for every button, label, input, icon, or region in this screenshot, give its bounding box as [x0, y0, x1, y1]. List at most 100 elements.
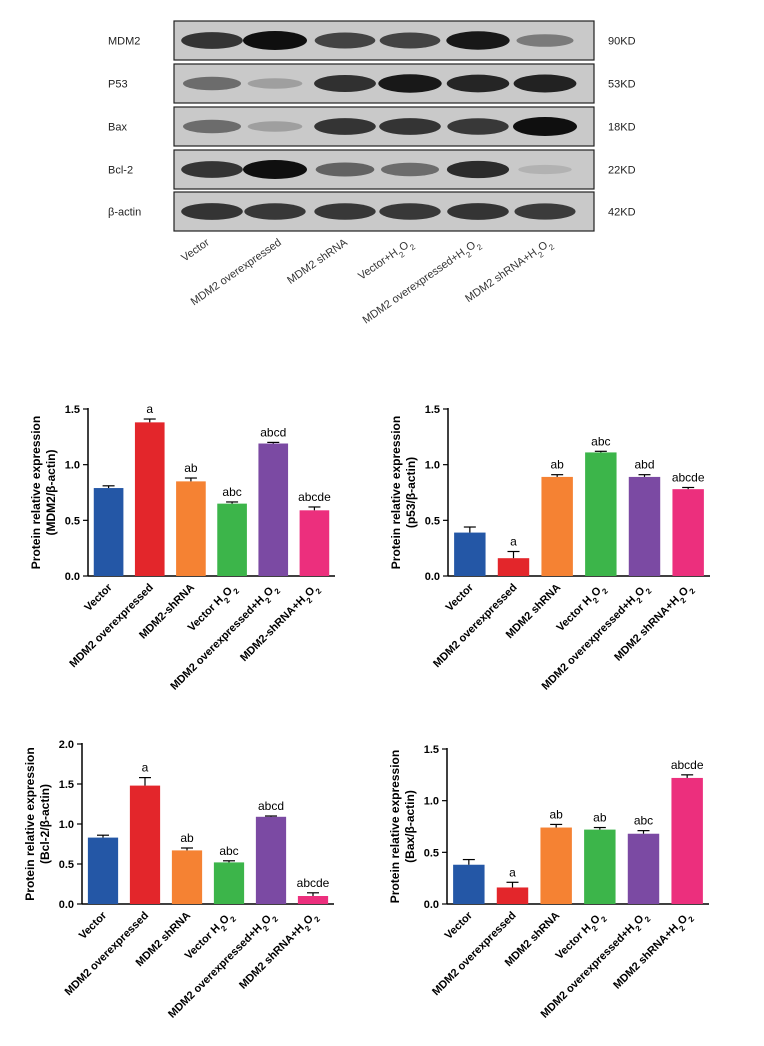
- blot-band: [181, 32, 243, 49]
- blot-band: [244, 203, 306, 220]
- blot-size-label: 42KD: [608, 207, 636, 219]
- bar: [297, 896, 329, 904]
- bar: [585, 452, 617, 576]
- y-tick-label: 1.5: [425, 404, 440, 416]
- blot-band: [183, 76, 241, 91]
- blot-band: [447, 118, 509, 135]
- significance-label: abc: [222, 485, 241, 499]
- p53-expression-chart: 0.0 0.5 1.0 1.5 Protein relative expression(…: [389, 404, 710, 693]
- blot-band: [378, 74, 442, 93]
- blot-lane-label: Vector+H2O2: [356, 236, 417, 285]
- y-tick-label: 0.0: [425, 571, 440, 583]
- bar: [299, 510, 330, 576]
- x-tick-label: MDM2 overexpressed: [431, 582, 519, 670]
- bar: [453, 864, 485, 904]
- bar: [496, 887, 529, 904]
- bax-expression-chart: 0.0 0.5 1.0 1.5 Protein relative expression(…: [388, 744, 709, 1021]
- bar: [217, 503, 247, 576]
- bar: [540, 827, 572, 904]
- blot-size-label: 22KD: [608, 165, 636, 177]
- blot-band: [181, 203, 243, 220]
- y-tick-label: 1.5: [424, 744, 439, 756]
- significance-label: abcde: [297, 876, 330, 890]
- blot-protein-label: Bax: [108, 122, 127, 134]
- significance-label: abd: [634, 458, 654, 472]
- y-tick-label: 1.0: [65, 460, 80, 472]
- blot-band: [513, 117, 577, 136]
- y-tick-label: 1.5: [65, 404, 80, 416]
- significance-label: abcde: [671, 758, 704, 772]
- bar: [628, 476, 661, 576]
- significance-label: abc: [591, 434, 610, 448]
- blot-band: [447, 203, 509, 220]
- bar: [258, 443, 289, 576]
- x-tick-label: MDM2 shRNA+H2O2: [612, 581, 697, 666]
- bar: [255, 816, 287, 904]
- blot-row-1: [173, 63, 595, 104]
- bar: [176, 481, 206, 576]
- significance-label: ab: [593, 811, 607, 825]
- significance-label: abcde: [672, 470, 705, 484]
- blot-row-0: [173, 20, 595, 61]
- significance-label: abcd: [260, 425, 286, 439]
- y-axis-label: Protein relative expression: [29, 416, 43, 569]
- x-tick-label: MDM2 overexpressed: [63, 910, 151, 998]
- blot-row-3: [173, 149, 595, 190]
- bar: [497, 558, 530, 576]
- blot-lane-label: MDM2 shRNA: [285, 236, 350, 287]
- x-tick-label: Vector: [443, 909, 476, 942]
- significance-label: abc: [634, 814, 653, 828]
- blot-size-label: 53KD: [608, 79, 636, 91]
- x-tick-label: MDM2-shRNA+H2O2: [238, 581, 323, 666]
- blot-band: [446, 31, 510, 50]
- y-axis-label: Protein relative expression: [388, 750, 402, 903]
- y-tick-label: 2.0: [59, 739, 74, 751]
- blot-band: [247, 78, 303, 89]
- x-tick-label: MDM2 overexpressed: [430, 910, 518, 998]
- blot-band: [315, 162, 375, 177]
- x-tick-label: MDM2 overexpressed: [67, 582, 155, 670]
- bar: [129, 785, 161, 904]
- blot-band: [518, 164, 572, 175]
- y-axis-label: (p53/β-actin): [404, 457, 418, 528]
- significance-label: a: [146, 402, 153, 416]
- blot-band: [314, 118, 376, 135]
- blot-band: [514, 203, 576, 220]
- blot-band: [314, 203, 376, 220]
- y-tick-label: 0.0: [59, 899, 74, 911]
- western-blot-panel: MDM2 90KD P53 53KD Bax 18KD Bcl-2 22KD β-actin 42…: [108, 20, 636, 329]
- bar: [171, 850, 203, 904]
- y-tick-label: 0.0: [65, 571, 80, 583]
- y-tick-label: 0.5: [424, 847, 439, 859]
- significance-label: abcd: [258, 799, 284, 813]
- significance-label: ab: [184, 461, 198, 475]
- blot-size-label: 90KD: [608, 36, 636, 48]
- significance-label: a: [510, 535, 517, 549]
- blot-band: [446, 160, 510, 179]
- bar: [584, 829, 616, 904]
- bar: [93, 488, 124, 576]
- y-tick-label: 0.5: [59, 859, 74, 871]
- x-tick-label: Vector: [444, 581, 477, 614]
- y-axis-label: (Bax/β-actin): [403, 790, 417, 863]
- blot-band: [243, 31, 307, 50]
- significance-label: abc: [219, 844, 238, 858]
- y-tick-label: 1.0: [424, 796, 439, 808]
- blot-band: [516, 34, 574, 47]
- y-axis-label: (MDM2/β-actin): [44, 450, 58, 536]
- bar: [454, 532, 486, 576]
- significance-label: ab: [549, 807, 563, 821]
- blot-band: [446, 74, 510, 93]
- blot-band: [379, 203, 441, 220]
- y-tick-label: 1.5: [59, 779, 74, 791]
- blot-lane-label: MDM2 overexpressed+H2O2: [361, 236, 485, 329]
- bar: [213, 862, 245, 904]
- blot-band: [247, 121, 303, 132]
- blot-lane-label: Vector: [179, 236, 212, 264]
- bar: [87, 837, 119, 904]
- y-axis-label: Protein relative expression: [23, 747, 37, 900]
- blot-protein-label: P53: [108, 79, 128, 91]
- blot-band: [314, 32, 376, 49]
- bar: [627, 833, 660, 904]
- blot-band: [379, 118, 441, 135]
